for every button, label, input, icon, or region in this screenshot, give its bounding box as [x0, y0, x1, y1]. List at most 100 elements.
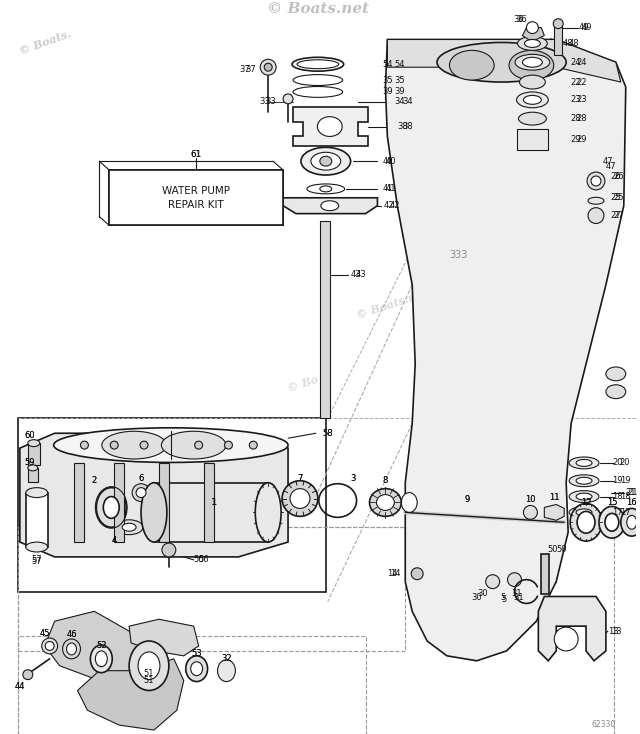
Ellipse shape — [90, 645, 112, 672]
Text: 16: 16 — [627, 498, 637, 507]
Ellipse shape — [518, 112, 547, 125]
Bar — [18, 527, 405, 651]
Ellipse shape — [138, 652, 160, 680]
Text: 59: 59 — [24, 459, 35, 468]
Polygon shape — [109, 170, 283, 225]
Circle shape — [524, 506, 538, 520]
Text: 34: 34 — [394, 98, 404, 106]
Text: 27: 27 — [611, 211, 621, 220]
Ellipse shape — [369, 489, 401, 516]
Text: 18: 18 — [620, 492, 630, 501]
Ellipse shape — [161, 432, 226, 459]
Text: 1: 1 — [211, 498, 216, 507]
Circle shape — [140, 441, 148, 449]
Text: 15: 15 — [607, 498, 617, 507]
Text: 37: 37 — [245, 65, 256, 73]
Circle shape — [588, 208, 604, 224]
Text: 52: 52 — [96, 642, 107, 650]
Ellipse shape — [26, 487, 47, 498]
Ellipse shape — [28, 465, 38, 470]
Text: 14: 14 — [390, 570, 401, 578]
Text: 19: 19 — [620, 476, 630, 485]
Text: 22: 22 — [571, 78, 581, 87]
Ellipse shape — [588, 197, 604, 204]
Text: 13: 13 — [609, 627, 619, 636]
Ellipse shape — [67, 643, 77, 655]
Circle shape — [591, 176, 601, 186]
Text: 53: 53 — [191, 650, 202, 658]
Bar — [159, 463, 169, 542]
Text: 22: 22 — [576, 78, 587, 87]
Text: 25: 25 — [614, 193, 625, 203]
Text: 54: 54 — [382, 59, 392, 69]
Polygon shape — [77, 659, 184, 730]
Text: 12: 12 — [580, 498, 591, 507]
Ellipse shape — [103, 497, 119, 518]
Ellipse shape — [102, 432, 166, 459]
Ellipse shape — [576, 459, 592, 466]
Text: 11: 11 — [549, 493, 559, 502]
Ellipse shape — [621, 509, 640, 536]
Bar — [28, 468, 38, 482]
Text: 4: 4 — [111, 536, 117, 545]
Text: 39: 39 — [382, 87, 393, 96]
Text: 46: 46 — [66, 630, 77, 639]
Polygon shape — [544, 504, 564, 520]
Ellipse shape — [307, 184, 345, 194]
Text: 38: 38 — [397, 122, 408, 131]
Bar — [18, 636, 365, 734]
Text: 61: 61 — [190, 150, 202, 159]
Ellipse shape — [54, 428, 288, 462]
Ellipse shape — [599, 506, 625, 538]
Text: 57: 57 — [31, 557, 42, 567]
Circle shape — [132, 484, 150, 501]
Polygon shape — [45, 611, 144, 680]
Text: 5: 5 — [500, 593, 505, 602]
Ellipse shape — [191, 662, 203, 675]
Text: 9: 9 — [464, 495, 470, 504]
Text: 51: 51 — [144, 676, 154, 685]
Ellipse shape — [301, 148, 351, 175]
Text: 30: 30 — [472, 593, 482, 602]
Text: 333: 333 — [450, 250, 468, 260]
Text: 26: 26 — [611, 172, 621, 181]
Text: 56: 56 — [198, 556, 209, 564]
Circle shape — [136, 487, 146, 498]
Ellipse shape — [293, 75, 342, 85]
Text: 41: 41 — [385, 184, 396, 193]
Text: 57: 57 — [31, 556, 42, 564]
Ellipse shape — [515, 54, 550, 70]
Circle shape — [81, 441, 88, 449]
Text: 8: 8 — [383, 476, 388, 485]
Text: 1: 1 — [211, 498, 216, 507]
Text: 36: 36 — [516, 15, 527, 24]
Text: 43: 43 — [350, 270, 361, 280]
Text: 3: 3 — [350, 474, 355, 483]
Text: 44: 44 — [15, 682, 25, 691]
Ellipse shape — [576, 493, 592, 500]
Text: 41: 41 — [382, 184, 392, 193]
Polygon shape — [385, 40, 626, 661]
Text: 52: 52 — [96, 642, 107, 650]
Text: 59: 59 — [24, 459, 35, 468]
Text: 31: 31 — [511, 589, 522, 598]
Text: 40: 40 — [382, 156, 392, 166]
Text: 29: 29 — [571, 135, 581, 144]
Text: 44: 44 — [15, 682, 25, 691]
Ellipse shape — [293, 87, 342, 98]
Polygon shape — [538, 597, 606, 661]
Ellipse shape — [218, 660, 236, 682]
Text: 58: 58 — [323, 429, 333, 437]
Text: 54: 54 — [394, 59, 404, 69]
Text: 6: 6 — [138, 474, 144, 483]
Circle shape — [162, 543, 176, 557]
Bar — [74, 463, 84, 542]
Ellipse shape — [627, 515, 637, 529]
Text: 25: 25 — [611, 193, 621, 203]
Text: © Boats.net: © Boats.net — [355, 288, 429, 321]
Text: 58: 58 — [323, 429, 333, 437]
Text: 23: 23 — [576, 95, 587, 104]
Text: © Bo: © Bo — [286, 374, 320, 394]
Ellipse shape — [522, 57, 542, 68]
Text: 4: 4 — [111, 536, 117, 545]
